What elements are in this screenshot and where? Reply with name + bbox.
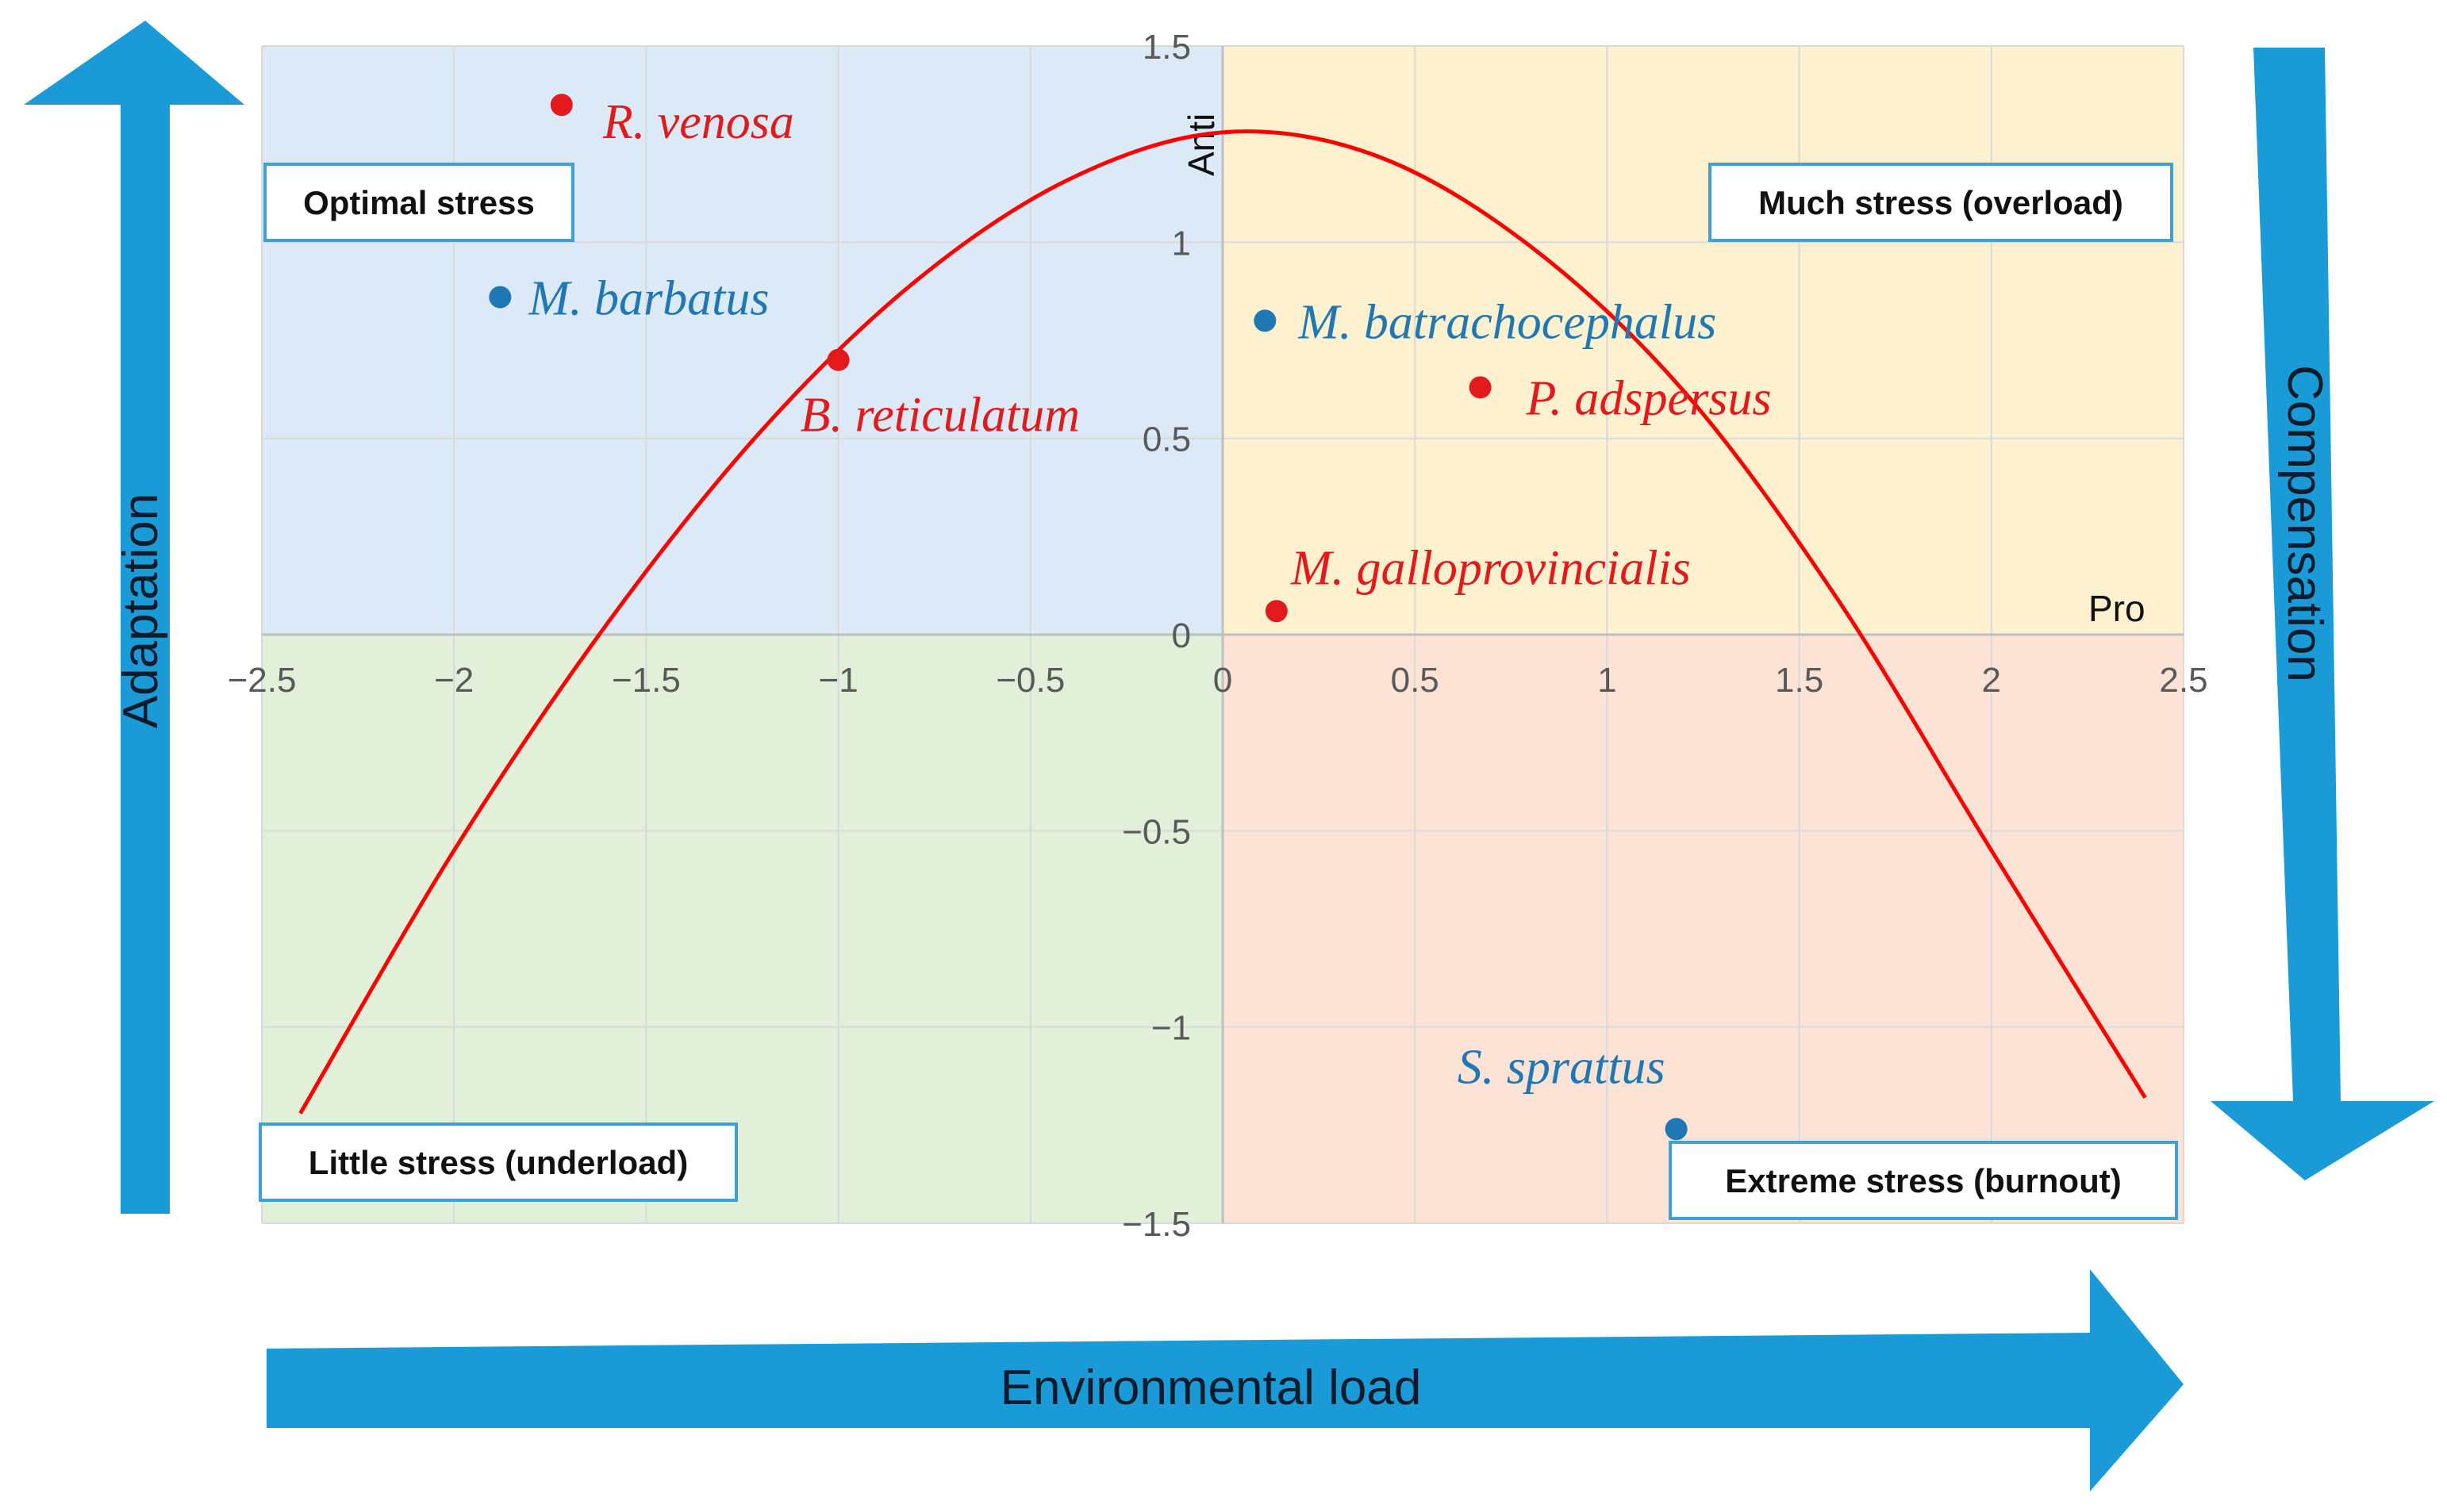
x-tick-label: −1	[819, 661, 859, 700]
data-point	[550, 94, 573, 117]
zone-label-optimal: Optimal stress	[263, 163, 574, 242]
data-point	[1265, 600, 1288, 623]
data-point	[827, 348, 850, 371]
zone-label-burnout: Extreme stress (burnout)	[1669, 1141, 2178, 1220]
quadrant-backgrounds	[262, 46, 2184, 1223]
data-point-label: M. batrachocephalus	[1297, 295, 1716, 349]
y-tick-label: −0.5	[1122, 812, 1191, 851]
stress-response-curve	[298, 129, 2147, 1115]
data-point-label: M. galloprovincialis	[1290, 541, 1691, 595]
environmental-load-arrow: Environmental load	[267, 1269, 2184, 1491]
zone-label-underload-text: Little stress (underload)	[309, 1144, 688, 1181]
zone-label-optimal-text: Optimal stress	[303, 184, 535, 221]
zone-label-underload: Little stress (underload)	[259, 1122, 738, 1202]
x-tick-label: 2	[1982, 661, 2001, 700]
data-point	[1469, 376, 1492, 399]
quadrant-top-right	[1223, 46, 2184, 635]
y-axis-label: Anti	[1181, 113, 1222, 176]
data-point-label: B. reticulatum	[801, 389, 1080, 443]
x-tick-labels: −2.5 −2 −1.5 −1 −0.5 0 0.5 1 1.5 2 2.5	[228, 661, 2208, 700]
x-tick-label: 0.5	[1391, 661, 1439, 700]
y-tick-label: 0	[1172, 616, 1191, 655]
data-point-label: P. adspersus	[1526, 371, 1772, 425]
y-tick-label: 1.5	[1143, 28, 1191, 67]
compensation-arrow-label: Compensation	[2277, 365, 2332, 682]
x-tick-label: 1.5	[1775, 661, 1823, 700]
data-point	[489, 286, 512, 309]
x-axis-label: Pro	[2088, 588, 2145, 629]
x-tick-label: 0	[1213, 661, 1232, 700]
zone-label-overload-text: Much stress (overload)	[1758, 184, 2123, 221]
quadrant-top-left	[262, 46, 1223, 635]
data-point-label: S. sprattus	[1458, 1040, 1665, 1094]
adaptation-arrow-label: Adaptation	[113, 493, 168, 728]
y-tick-label: 1	[1172, 224, 1191, 263]
y-tick-label: 0.5	[1143, 420, 1191, 459]
zone-label-overload: Much stress (overload)	[1708, 163, 2173, 242]
environmental-load-arrow-label: Environmental load	[1001, 1360, 1422, 1415]
species-points: R. venosa M. barbatus B. reticulatum M. bat…	[489, 94, 1772, 1141]
y-tick-labels: 1.5 1 0.5 0 −0.5 −1 −1.5	[1122, 28, 1191, 1244]
zone-label-burnout-text: Extreme stress (burnout)	[1725, 1162, 2121, 1199]
x-tick-label: −2.5	[228, 661, 297, 700]
data-point-label: M. barbatus	[528, 272, 769, 326]
data-point	[1665, 1118, 1688, 1141]
x-tick-label: 1	[1597, 661, 1616, 700]
y-tick-label: −1.5	[1122, 1205, 1191, 1244]
x-tick-label: 2.5	[2159, 661, 2207, 700]
x-tick-label: −0.5	[996, 661, 1065, 700]
data-point-label: R. venosa	[602, 95, 794, 149]
data-point	[1254, 309, 1277, 332]
y-tick-label: −1	[1151, 1009, 1191, 1048]
x-tick-label: −2	[434, 661, 474, 700]
axes	[262, 46, 2184, 1223]
compensation-arrow: Compensation	[2211, 48, 2434, 1180]
adaptation-arrow: Adaptation	[24, 21, 244, 1214]
quadrant-bottom-right	[1223, 635, 2184, 1223]
x-tick-label: −1.5	[612, 661, 681, 700]
